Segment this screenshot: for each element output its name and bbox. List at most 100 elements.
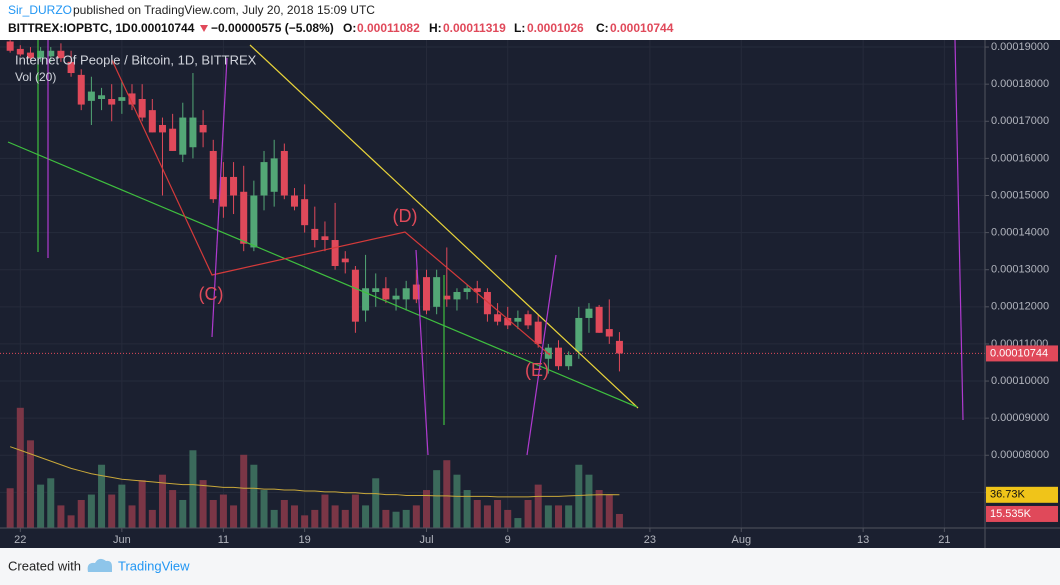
volume-bar: [118, 484, 126, 528]
y-tick-label: 0.00010000: [991, 375, 1049, 387]
candle-body: [250, 195, 258, 248]
candle-body: [260, 162, 268, 196]
volume-bar: [514, 518, 522, 528]
candle-body: [585, 308, 593, 318]
candle-body: [534, 321, 542, 344]
candle-body: [108, 99, 116, 105]
volume-bar: [351, 494, 359, 528]
price-axis-bg: [985, 40, 1060, 548]
volume-bar: [443, 460, 451, 528]
candle-body: [148, 110, 156, 133]
candle-body: [412, 284, 420, 300]
price-tag-label: 0.00010744: [990, 347, 1048, 359]
volume-bar: [412, 505, 420, 528]
volume-bar: [67, 515, 75, 528]
wave-label: (D): [393, 206, 418, 226]
published: published on TradingView.com, July 20, 2…: [73, 3, 375, 17]
volume-bar: [575, 464, 583, 528]
volume-legend: Vol (20): [15, 70, 56, 84]
candle-body: [341, 258, 349, 263]
y-tick-label: 0.00013000: [991, 264, 1049, 276]
volume-bar: [128, 505, 136, 528]
candle-body: [362, 288, 370, 311]
volume-bar: [77, 499, 85, 528]
y-tick-label: 0.00015000: [991, 189, 1049, 201]
volume-bar: [473, 499, 481, 528]
x-tick-label: 22: [14, 534, 26, 546]
volume-ma-tag-label: 36.73K: [990, 489, 1026, 501]
legend: Internet Of People / Bitcoin, 1D, BITTRE…: [15, 52, 257, 67]
trendline: [249, 44, 639, 409]
candle-body: [87, 91, 95, 101]
volume-bar: [6, 488, 14, 528]
wave-line: [111, 59, 551, 356]
volume-bar: [311, 509, 319, 528]
low-label: L:: [514, 21, 525, 35]
x-tick-label: 9: [505, 534, 511, 546]
volume-bar: [219, 494, 227, 528]
candle-body: [189, 117, 197, 148]
volume-bar: [57, 505, 65, 528]
candle-body: [230, 176, 238, 196]
volume-bar: [433, 470, 441, 528]
candle-body: [443, 295, 451, 300]
candle-body: [524, 314, 532, 326]
author[interactable]: Sir_DURZO: [8, 3, 72, 17]
volume-bar: [453, 474, 461, 528]
x-tick-label: Jun: [113, 534, 131, 546]
volume-bar: [331, 505, 339, 528]
open-label: O:: [343, 21, 356, 35]
candle-body: [372, 288, 380, 292]
volume-bar: [148, 509, 156, 528]
volume-bar: [16, 407, 24, 528]
candle-body: [453, 291, 461, 300]
volume-bar: [494, 499, 502, 528]
volume-bar: [169, 490, 177, 528]
volume-ma-tag: [986, 486, 1058, 503]
candle-body: [555, 347, 563, 367]
chart-bg: [0, 40, 1060, 548]
volume-bar: [199, 480, 207, 528]
volume-bar: [534, 484, 542, 528]
x-tick-label: 21: [938, 534, 950, 546]
volume-bar: [240, 454, 248, 528]
volume-bar: [87, 494, 95, 528]
last-price: 0.00010744: [131, 21, 195, 35]
y-tick-label: 0.00017000: [991, 115, 1049, 127]
brand[interactable]: TradingView: [118, 558, 190, 573]
footer-bg: [0, 548, 1060, 585]
candle-body: [605, 329, 613, 337]
volume-bar: [555, 505, 563, 528]
y-tick-label: 0.00012000: [991, 301, 1049, 313]
candle-body: [6, 41, 14, 51]
volume-bar: [605, 494, 613, 528]
candle-body: [179, 117, 187, 155]
candle-body: [16, 48, 24, 55]
candle-body: [199, 124, 207, 133]
candle-body: [565, 355, 573, 367]
candle-body: [301, 199, 309, 226]
volume-bar: [290, 505, 298, 528]
volume-bar: [179, 499, 187, 528]
candle-body: [504, 317, 512, 326]
volume-bar: [565, 505, 573, 528]
volume-tag-label: 15.535K: [990, 508, 1032, 520]
close-label: C:: [596, 21, 609, 35]
volume-bar: [230, 505, 238, 528]
purple-line: [954, 39, 964, 421]
volume-bar: [301, 515, 309, 528]
candle-body: [402, 288, 410, 300]
candle-body: [473, 288, 481, 292]
volume-bar: [209, 499, 217, 528]
x-tick-label: 19: [299, 534, 311, 546]
header-bg: [0, 0, 1060, 40]
candle-body: [270, 158, 278, 192]
candle-body: [331, 240, 339, 267]
volume-bar: [382, 509, 390, 528]
volume-bar: [392, 511, 400, 528]
purple-line: [415, 249, 429, 456]
candle-body: [382, 288, 390, 300]
volume-bar: [321, 494, 329, 528]
price-tag: [986, 345, 1058, 362]
volume-bar: [585, 474, 593, 528]
